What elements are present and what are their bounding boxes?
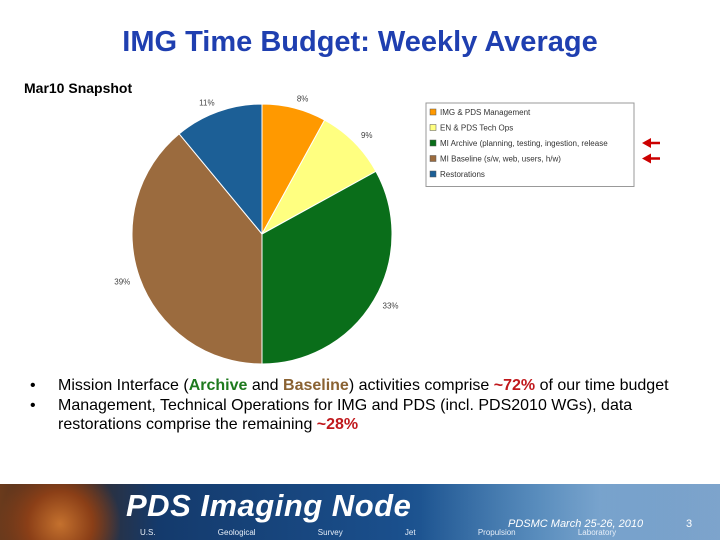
bullet-item-mission-interface: • Mission Interface (Archive and Baselin… [30,376,690,395]
banner-glow [420,484,720,540]
bullet-text-part: and [247,377,284,394]
bullet-list: • Mission Interface (Archive and Baselin… [30,376,690,435]
footer-brand: PDS Imaging Node [126,488,412,523]
legend-box [425,102,635,187]
legend-swatch [429,170,437,178]
footer-sub-brand: U.S. Geological Survey Jet Propulsion La… [140,528,617,537]
bullet-text-part: Mission Interface ( [58,377,189,394]
legend: IMG & PDS Management EN & PDS Tech Ops MI … [425,102,635,187]
archive-highlight: Archive [188,377,248,394]
pie-slice-label: 33% [383,301,399,310]
pie-slices [131,103,393,365]
highlight-arrows [642,138,660,164]
pie-slice [261,170,393,365]
legend-swatch [429,124,437,131]
footer-event: PDSMC March 25-26, 2010 [508,518,644,530]
slide-subtitle: Mar10 Snapshot [24,80,133,96]
slide-title: IMG Time Budget: Weekly Average [122,26,598,58]
pie-slice-label: 39% [114,277,130,286]
pie-slice-label: 9% [361,131,373,140]
pie-slice [131,133,263,365]
legend-label: Restorations [440,170,485,179]
legend-label: IMG & PDS Management [440,108,531,117]
highlight-arrow-head [642,138,651,148]
pie-slice [178,103,263,236]
bullet-text-part: Management, Technical Operations for IMG… [58,397,633,433]
bullet-text: Management, Technical Operations for IMG… [58,396,690,434]
baseline-highlight: Baseline [283,377,349,394]
legend-swatch [429,139,437,147]
bullet-text: Mission Interface (Archive and Baseline)… [58,376,690,395]
pie-labels: 8% 9% 33% 39% 11% [114,94,398,310]
legend-swatch [429,155,437,162]
legend-label: MI Archive (planning, testing, ingestion… [440,139,608,148]
bullet-marker: • [30,377,36,394]
mars-image [0,484,120,540]
bullet-marker: • [30,397,36,414]
footer-banner [0,484,720,540]
pie-slice-label: 11% [199,98,214,107]
bullet-item-management: • Management, Technical Operations for I… [30,396,690,434]
bullet-text-part: ) activities comprise [348,377,494,394]
legend-label: EN & PDS Tech Ops [440,124,513,133]
legend-label: MI Baseline (s/w, web, users, h/w) [440,155,561,164]
page-number: 3 [686,518,693,530]
highlight-arrow-head [642,153,651,164]
legend-swatch [429,108,437,116]
pie-chart: 8% 9% 33% 39% 11% IMG & PDS Management EN & P… [114,94,660,365]
percent-highlight: ~28% [316,416,359,433]
pie-slice-label: 8% [297,94,309,103]
percent-highlight: ~72% [493,377,536,394]
bullet-text-part: of our time budget [535,377,669,394]
